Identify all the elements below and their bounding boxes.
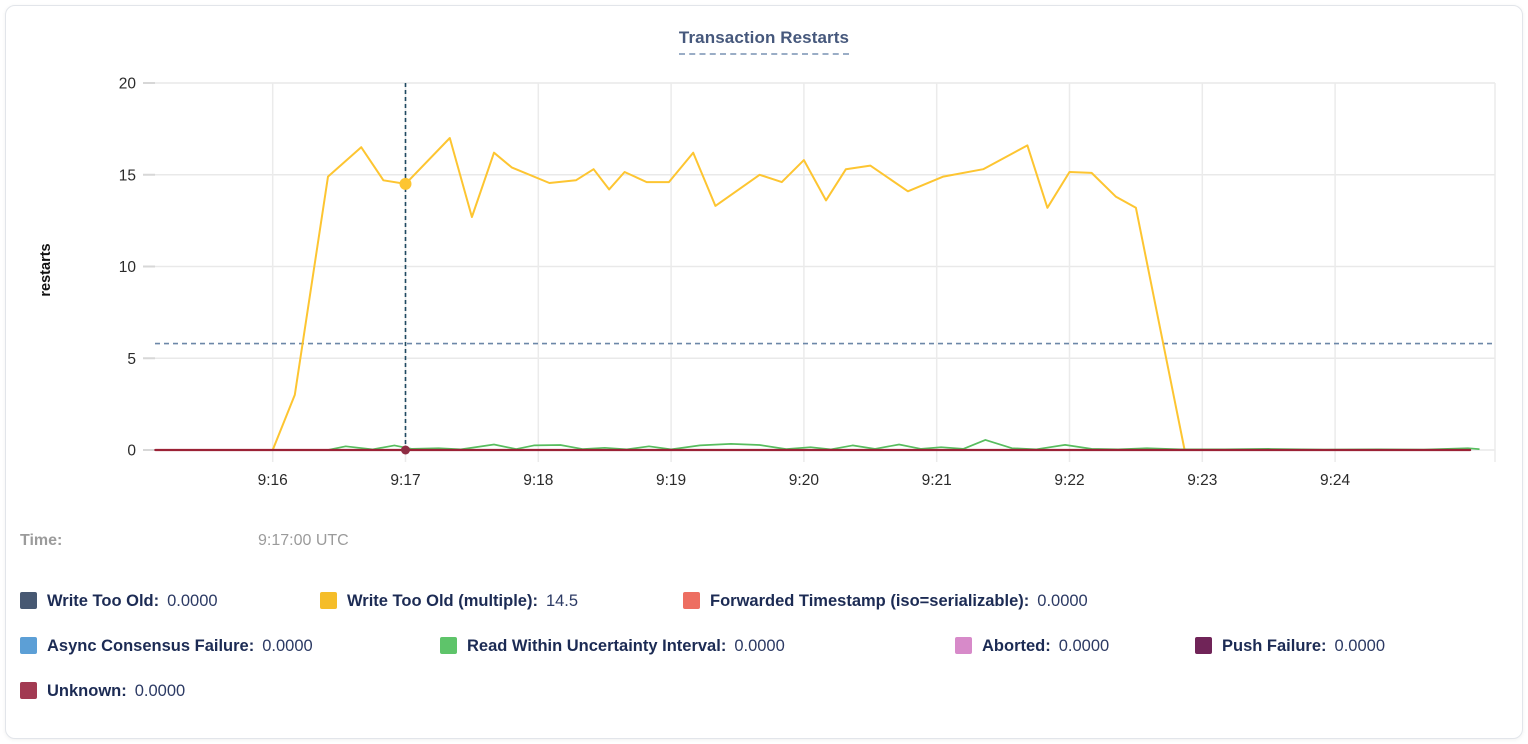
legend-series-value: 0.0000 bbox=[1334, 637, 1385, 655]
x-tick-label: 9:18 bbox=[523, 472, 553, 489]
legend-series-value: 0.0000 bbox=[262, 637, 313, 655]
series-line-read-within-uncertainty-interval bbox=[327, 439, 1480, 451]
x-tick-label: 9:16 bbox=[258, 472, 288, 489]
x-tick-label: 9:24 bbox=[1320, 472, 1351, 489]
legend-swatch bbox=[440, 637, 457, 654]
legend-series-label: Async Consensus Failure: bbox=[47, 637, 255, 655]
y-axis-label: restarts bbox=[38, 243, 54, 296]
hover-time-label: Time: bbox=[20, 532, 63, 549]
hover-time-row: Time: 9:17:00 UTC bbox=[0, 532, 1528, 558]
legend-series-value: 0.0000 bbox=[1058, 637, 1110, 655]
legend-series-value: 0.0000 bbox=[734, 637, 785, 655]
legend-swatch bbox=[955, 637, 972, 654]
legend-row: Unknown: 0.0000 bbox=[0, 678, 1528, 704]
legend-swatch bbox=[320, 592, 337, 609]
legend-series-label: Push Failure: bbox=[1222, 637, 1327, 655]
x-tick-label: 9:20 bbox=[789, 472, 820, 489]
hover-dot bbox=[399, 177, 412, 190]
legend-item-aborted: Aborted: 0.0000 bbox=[955, 633, 1109, 659]
legend-series-value: 0.0000 bbox=[167, 592, 218, 610]
chart-title-row: Transaction Restarts bbox=[0, 28, 1528, 55]
legend-swatch bbox=[1195, 637, 1212, 654]
x-tick-label: 9:17 bbox=[390, 472, 420, 489]
legend-series-label: Write Too Old (multiple): bbox=[347, 592, 538, 610]
legend-swatch bbox=[20, 682, 37, 699]
legend-series-label: Write Too Old: bbox=[47, 592, 160, 610]
hover-time-value: 9:17:00 UTC bbox=[258, 532, 349, 549]
x-tick-label: 9:19 bbox=[656, 472, 686, 489]
legend-item-unknown: Unknown: 0.0000 bbox=[20, 678, 185, 704]
legend-row: Write Too Old: 0.0000 Write Too Old (multi… bbox=[0, 588, 1528, 614]
legend-series-label: Unknown: bbox=[47, 682, 127, 700]
legend-series-value: 0.0000 bbox=[1037, 592, 1088, 610]
x-tick-label: 9:23 bbox=[1187, 472, 1217, 489]
legend-series-label: Aborted: bbox=[982, 637, 1051, 655]
legend-swatch bbox=[20, 637, 37, 654]
legend-series-label: Forwarded Timestamp (iso=serializable): bbox=[710, 592, 1030, 610]
y-tick-label: 10 bbox=[119, 259, 137, 276]
y-tick-label: 0 bbox=[127, 443, 136, 460]
series-line-write-too-old-multiple bbox=[271, 137, 1186, 451]
legend-series-label: Read Within Uncertainty Interval: bbox=[467, 637, 727, 655]
legend-item-push-failure: Push Failure: 0.0000 bbox=[1195, 633, 1385, 659]
x-tick-label: 9:21 bbox=[922, 472, 952, 489]
legend-swatch bbox=[683, 592, 700, 609]
legend-row: Async Consensus Failure: 0.0000 Read Withi… bbox=[0, 633, 1528, 659]
legend-item-forwarded-timestamp-iso-serializable: Forwarded Timestamp (iso=serializable): 0… bbox=[683, 588, 1088, 614]
legend-item-write-too-old: Write Too Old: 0.0000 bbox=[20, 588, 218, 614]
legend-item-write-too-old-multiple: Write Too Old (multiple): 14.5 bbox=[320, 588, 578, 614]
legend-swatch bbox=[20, 592, 37, 609]
legend-item-async-consensus-failure: Async Consensus Failure: 0.0000 bbox=[20, 633, 313, 659]
transaction-restarts-chart[interactable]: 0 5 10 15 20 9:16 9:17 9:18 9:19 9:20 9:21 9:22 9:23… bbox=[0, 70, 1528, 506]
legend-series-value: 14.5 bbox=[545, 592, 579, 610]
legend-item-read-within-uncertainty-interval: Read Within Uncertainty Interval: 0.0000 bbox=[440, 633, 785, 659]
y-tick-label: 15 bbox=[119, 167, 136, 184]
y-tick-label: 5 bbox=[127, 351, 136, 368]
y-tick-label: 20 bbox=[119, 76, 137, 93]
legend-series-value: 0.0000 bbox=[134, 682, 186, 700]
panel-card-background bbox=[5, 5, 1523, 739]
chart-title[interactable]: Transaction Restarts bbox=[678, 28, 850, 55]
x-tick-label: 9:22 bbox=[1054, 472, 1084, 489]
hover-dot bbox=[400, 445, 410, 455]
